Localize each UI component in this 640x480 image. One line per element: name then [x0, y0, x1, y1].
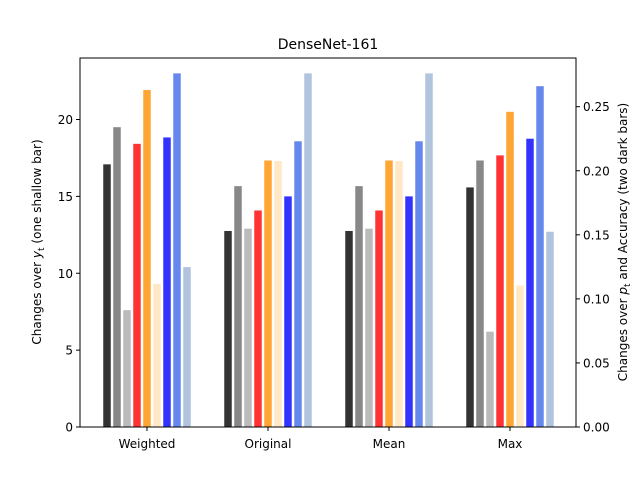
bar [163, 137, 171, 427]
bar [496, 155, 504, 428]
y-right-tick-label: 0.15 [583, 228, 610, 242]
y-right-tick-label: 0.25 [583, 100, 610, 114]
bar [405, 196, 413, 428]
y-right-tick-label: 0.05 [583, 356, 610, 370]
bar [466, 187, 474, 427]
bar [355, 186, 363, 428]
bars-group [103, 73, 554, 428]
bar [254, 210, 262, 427]
x-tick-label: Weighted [119, 437, 176, 451]
bar [183, 267, 191, 427]
y-left-tick-label: 0 [65, 421, 73, 435]
bar [103, 164, 111, 427]
x-tick-label: Max [498, 437, 523, 451]
x-axis: Weighted Original Mean Max [119, 427, 523, 451]
bar [143, 90, 151, 427]
y-left-tick-label: 20 [58, 113, 73, 127]
y-axis-left-label: Changes over yt (one shallow bar) [30, 139, 47, 344]
bar [516, 285, 524, 427]
x-tick-label: Original [245, 437, 292, 451]
bar [365, 228, 373, 427]
bar [173, 73, 181, 428]
bar [526, 138, 534, 427]
bar [113, 127, 121, 427]
bar [506, 111, 514, 427]
bar [264, 160, 272, 427]
y-left-tick-label: 15 [58, 190, 73, 204]
y-axis-right: 0.00 0.05 0.10 0.15 0.20 0.25 [576, 100, 610, 435]
bar [395, 161, 403, 427]
y-left-tick-label: 5 [65, 344, 73, 358]
bar [385, 160, 393, 427]
y-right-tick-label: 0.10 [583, 292, 610, 306]
bar [224, 230, 232, 427]
y-right-tick-label: 0.00 [583, 421, 610, 435]
chart-title: DenseNet-161 [278, 37, 379, 53]
bar [476, 160, 484, 427]
bar [133, 143, 141, 427]
bar [234, 186, 242, 428]
y-right-tick-label: 0.20 [583, 164, 610, 178]
bar [486, 331, 494, 427]
bar [375, 210, 383, 427]
y-axis-right-label: Changes over pt and Accuracy (two dark b… [616, 103, 633, 381]
bar [546, 231, 554, 427]
plot-frame [79, 57, 577, 428]
bar [345, 230, 353, 427]
bar [415, 141, 423, 427]
bar [304, 73, 312, 428]
bar [536, 86, 544, 427]
bar [294, 141, 302, 427]
bar [244, 228, 252, 427]
bar [274, 161, 282, 427]
x-tick-label: Mean [373, 437, 406, 451]
y-axis-left: 0 5 10 15 20 [58, 113, 80, 435]
bar [425, 73, 433, 428]
bar [153, 284, 161, 427]
bar [284, 196, 292, 428]
bar [123, 310, 131, 427]
y-left-tick-label: 10 [58, 267, 73, 281]
